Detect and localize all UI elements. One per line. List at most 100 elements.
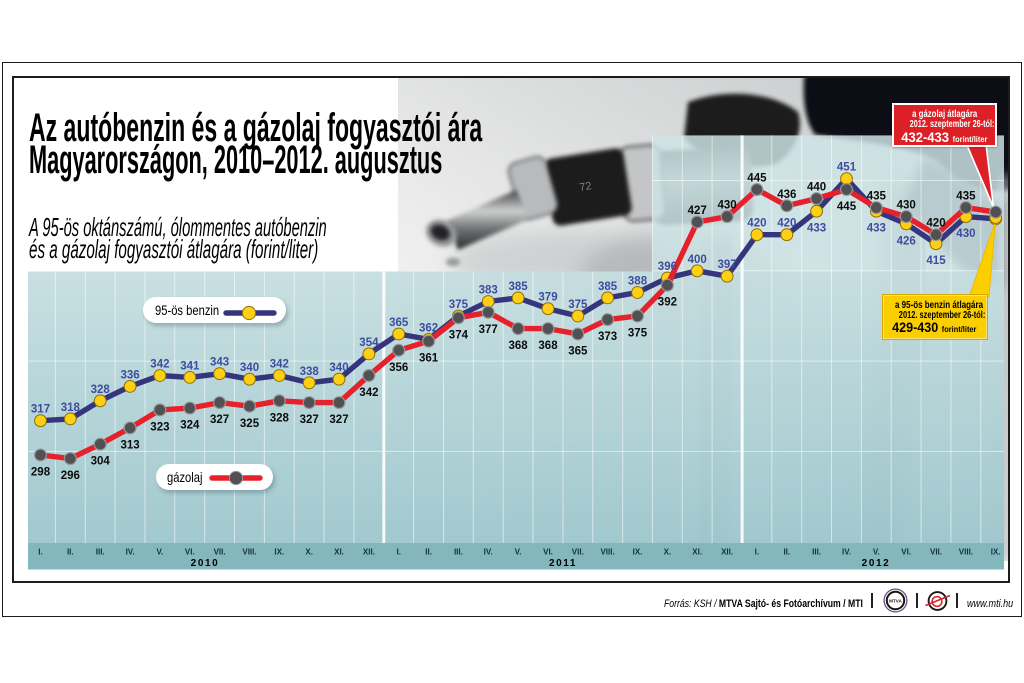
svg-text:IV.: IV. <box>484 547 493 556</box>
svg-text:VIII.: VIII. <box>600 547 614 556</box>
svg-text:IX.: IX. <box>991 547 1001 556</box>
svg-text:392: 392 <box>658 297 677 309</box>
svg-text:313: 313 <box>121 439 140 451</box>
svg-text:374: 374 <box>449 329 469 341</box>
svg-text:396: 396 <box>658 261 677 273</box>
svg-text:XII.: XII. <box>363 547 375 556</box>
svg-text:373: 373 <box>598 331 617 343</box>
svg-text:72: 72 <box>579 180 593 194</box>
svg-text:388: 388 <box>628 276 648 288</box>
svg-text:318: 318 <box>61 402 81 414</box>
svg-text:2011: 2011 <box>549 558 577 569</box>
svg-text:V.: V. <box>515 547 522 556</box>
svg-text:433: 433 <box>807 223 826 235</box>
svg-text:342: 342 <box>150 359 169 371</box>
svg-text:2012: 2012 <box>862 558 891 569</box>
svg-text:328: 328 <box>270 412 290 424</box>
svg-text:XII.: XII. <box>721 547 733 556</box>
svg-text:296: 296 <box>61 470 80 482</box>
svg-text:445: 445 <box>837 201 857 213</box>
svg-text:II.: II. <box>67 547 74 556</box>
svg-text:375: 375 <box>628 328 648 340</box>
svg-text:361: 361 <box>419 353 439 365</box>
svg-text:323: 323 <box>150 421 169 433</box>
svg-text:420: 420 <box>777 218 796 230</box>
svg-text:451: 451 <box>837 162 857 174</box>
svg-text:430: 430 <box>897 200 916 212</box>
svg-text:426: 426 <box>897 235 916 247</box>
svg-text:430: 430 <box>718 200 737 212</box>
svg-text:342: 342 <box>359 387 378 399</box>
svg-text:II.: II. <box>783 547 790 556</box>
svg-text:I.: I. <box>38 547 42 556</box>
svg-text:VIII.: VIII. <box>959 547 973 556</box>
svg-text:383: 383 <box>479 285 498 297</box>
svg-text:420: 420 <box>747 218 766 230</box>
svg-text:385: 385 <box>598 281 618 293</box>
svg-text:365: 365 <box>568 346 588 358</box>
svg-text:VI.: VI. <box>543 547 553 556</box>
svg-text:I.: I. <box>396 547 400 556</box>
svg-text:325: 325 <box>240 418 260 430</box>
svg-text:341: 341 <box>180 360 200 372</box>
svg-text:304: 304 <box>91 456 111 468</box>
svg-text:327: 327 <box>210 414 229 426</box>
svg-text:340: 340 <box>240 362 259 374</box>
svg-text:I.: I. <box>755 547 759 556</box>
svg-text:436: 436 <box>777 189 796 201</box>
svg-text:2010: 2010 <box>191 558 220 569</box>
svg-text:X.: X. <box>305 547 313 556</box>
svg-text:379: 379 <box>538 292 557 304</box>
svg-text:340: 340 <box>329 362 348 374</box>
svg-text:IV.: IV. <box>126 547 135 556</box>
svg-text:445: 445 <box>747 173 767 185</box>
svg-text:385: 385 <box>509 281 529 293</box>
svg-text:VII.: VII. <box>214 547 226 556</box>
svg-text:377: 377 <box>479 324 498 336</box>
svg-text:375: 375 <box>568 299 588 311</box>
svg-text:368: 368 <box>509 340 529 352</box>
svg-text:435: 435 <box>956 191 976 203</box>
svg-text:415: 415 <box>926 255 946 267</box>
svg-text:VIII.: VIII. <box>242 547 256 556</box>
svg-text:XI.: XI. <box>692 547 702 556</box>
svg-text:368: 368 <box>538 340 558 352</box>
svg-text:433: 433 <box>867 223 886 235</box>
svg-text:338: 338 <box>300 366 320 378</box>
svg-text:317: 317 <box>31 404 50 416</box>
svg-text:420: 420 <box>926 218 945 230</box>
svg-text:365: 365 <box>389 317 409 329</box>
svg-text:427: 427 <box>688 205 707 217</box>
svg-text:435: 435 <box>867 191 887 203</box>
svg-text:336: 336 <box>121 369 140 381</box>
svg-text:328: 328 <box>91 384 111 396</box>
svg-text:VI.: VI. <box>901 547 911 556</box>
svg-text:324: 324 <box>180 420 200 432</box>
svg-text:IX.: IX. <box>274 547 284 556</box>
svg-text:III.: III. <box>812 547 821 556</box>
svg-text:V.: V. <box>873 547 880 556</box>
svg-text:375: 375 <box>449 299 469 311</box>
svg-text:430: 430 <box>956 228 975 240</box>
svg-text:298: 298 <box>31 467 51 479</box>
svg-text:VII.: VII. <box>572 547 584 556</box>
svg-text:327: 327 <box>300 414 319 426</box>
svg-text:400: 400 <box>688 254 707 266</box>
svg-text:IV.: IV. <box>842 547 851 556</box>
svg-text:X.: X. <box>664 547 672 556</box>
svg-text:IX.: IX. <box>633 547 643 556</box>
svg-text:MTVA: MTVA <box>889 598 902 603</box>
svg-text:397: 397 <box>718 259 737 271</box>
svg-text:327: 327 <box>329 414 348 426</box>
svg-text:VII.: VII. <box>930 547 942 556</box>
svg-text:III.: III. <box>96 547 105 556</box>
svg-text:362: 362 <box>419 322 438 334</box>
svg-text:II.: II. <box>425 547 432 556</box>
svg-text:III.: III. <box>454 547 463 556</box>
svg-text:343: 343 <box>210 357 229 369</box>
svg-text:354: 354 <box>359 337 379 349</box>
svg-text:V.: V. <box>156 547 163 556</box>
svg-text:356: 356 <box>389 362 408 374</box>
svg-text:342: 342 <box>270 359 289 371</box>
svg-text:XI.: XI. <box>334 547 344 556</box>
